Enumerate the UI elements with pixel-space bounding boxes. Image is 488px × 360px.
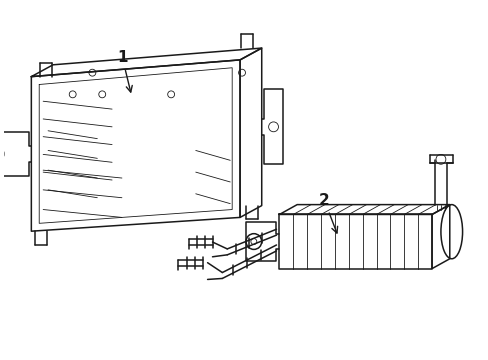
Text: 2: 2	[318, 193, 337, 233]
Text: 1: 1	[117, 50, 132, 92]
